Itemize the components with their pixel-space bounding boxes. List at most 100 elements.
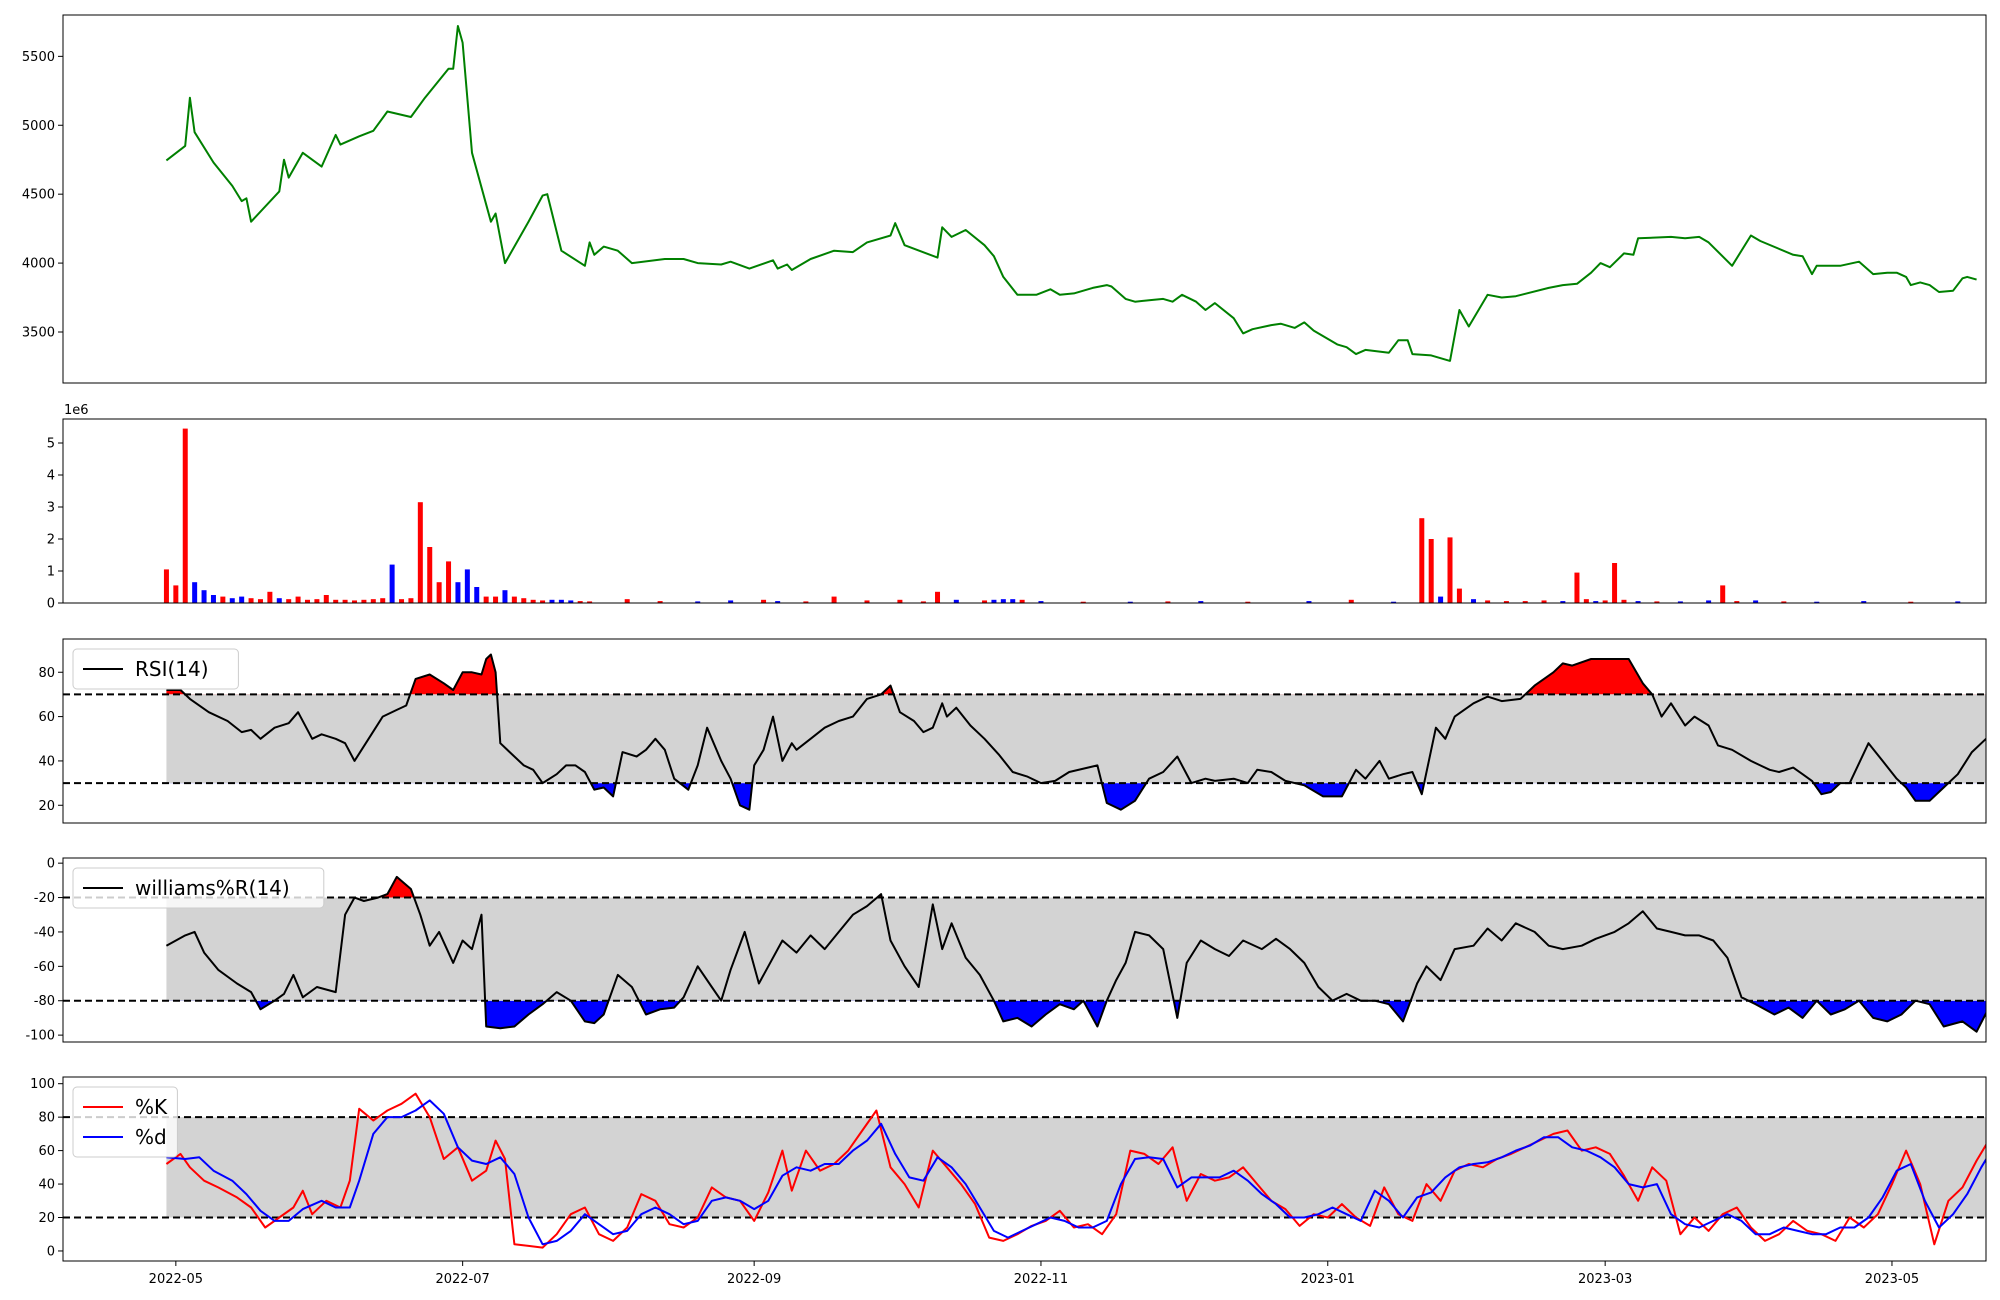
volume-bar bbox=[568, 600, 574, 603]
volume-bar bbox=[192, 582, 198, 603]
volume-bar bbox=[210, 595, 216, 603]
volume-bar bbox=[1503, 601, 1509, 603]
volume-bar bbox=[1734, 601, 1740, 603]
volume-bar bbox=[1391, 601, 1397, 603]
y-tick-label: 40 bbox=[38, 754, 55, 769]
date-x-axis: 2022-05 2022-07 2022-09 2022-11 2023-01 2023-… bbox=[149, 1261, 1919, 1287]
williams-line bbox=[165, 875, 1986, 1033]
volume-bar bbox=[1720, 585, 1726, 603]
volume-bar bbox=[304, 599, 310, 603]
volume-bar bbox=[427, 547, 433, 603]
y-tick-label: 4000 bbox=[22, 257, 55, 272]
volume-bar bbox=[1955, 601, 1961, 603]
volume-bar bbox=[624, 599, 630, 603]
volume-bar bbox=[1019, 599, 1025, 603]
volume-bar bbox=[163, 569, 169, 603]
williams-legend: williams%R(14) bbox=[72, 867, 325, 909]
volume-bar bbox=[1080, 601, 1086, 603]
y-tick-label: -100 bbox=[25, 1029, 55, 1044]
volume-bar bbox=[342, 599, 348, 603]
volume-bar bbox=[935, 591, 941, 603]
volume-bar bbox=[1706, 600, 1712, 603]
volume-bar bbox=[1038, 601, 1044, 603]
x-tick-label: 2023-01 bbox=[1301, 1272, 1355, 1287]
legend-label: %K bbox=[135, 1095, 168, 1119]
volume-bar bbox=[728, 600, 734, 603]
volume-bar bbox=[657, 601, 663, 603]
volume-bar bbox=[173, 585, 179, 603]
volume-bar bbox=[1306, 601, 1312, 603]
legend-label: williams%R(14) bbox=[135, 876, 290, 900]
volume-bar bbox=[897, 599, 903, 603]
volume-bar bbox=[1654, 601, 1660, 603]
volume-bar bbox=[257, 599, 263, 603]
volume-bar bbox=[1635, 601, 1641, 603]
volume-bar bbox=[286, 599, 292, 603]
volume-bar bbox=[248, 598, 254, 603]
volume-bar bbox=[493, 596, 499, 603]
volume-bar bbox=[464, 569, 470, 603]
price-axes-frame bbox=[62, 14, 1987, 384]
price-plot-area bbox=[165, 25, 1977, 362]
neutral-band bbox=[166, 694, 1986, 784]
volume-bar bbox=[775, 601, 781, 603]
volume-bar bbox=[1621, 599, 1627, 603]
stochastic-legend: %K %d bbox=[72, 1086, 178, 1158]
volume-bar bbox=[695, 601, 701, 603]
rsi-y-axis: 20 40 60 80 bbox=[38, 666, 63, 814]
volume-bar bbox=[474, 587, 480, 603]
volume-bar bbox=[361, 599, 367, 603]
legend-label: RSI(14) bbox=[135, 657, 209, 681]
volume-bar bbox=[201, 590, 207, 603]
volume-bar bbox=[436, 582, 442, 603]
rsi-panel: 20 40 60 80 RSI(14) bbox=[38, 638, 1987, 824]
volume-bar bbox=[455, 582, 461, 603]
volume-scale-label: 1e6 bbox=[64, 403, 89, 418]
legend-box bbox=[72, 867, 325, 909]
volume-bar bbox=[1428, 539, 1434, 603]
volume-bar bbox=[1560, 601, 1566, 603]
volume-bar bbox=[370, 599, 376, 603]
volume-bar bbox=[1165, 601, 1171, 603]
volume-bar bbox=[1447, 537, 1453, 603]
neutral-band bbox=[166, 897, 1986, 1001]
volume-bar bbox=[991, 599, 997, 603]
y-tick-label: 0 bbox=[47, 597, 55, 612]
y-tick-label: 2 bbox=[47, 533, 55, 548]
volume-bar bbox=[831, 596, 837, 603]
volume-bar bbox=[399, 599, 405, 603]
williams-plot-area bbox=[63, 875, 1986, 1033]
volume-bar bbox=[953, 599, 959, 603]
rsi-plot-area bbox=[63, 653, 1986, 811]
y-tick-label: -40 bbox=[34, 925, 55, 940]
volume-bar bbox=[267, 591, 273, 603]
y-tick-label: 3500 bbox=[22, 326, 55, 341]
price-panel: 3500 4000 4500 5000 5500 bbox=[22, 14, 1987, 384]
volume-bar bbox=[323, 595, 329, 603]
volume-bar bbox=[333, 599, 339, 603]
y-tick-label: 40 bbox=[38, 1178, 55, 1193]
volume-bar bbox=[1574, 572, 1580, 603]
volume-panel: 0 1 2 3 4 5 1e6 bbox=[47, 403, 1987, 612]
x-tick-label: 2023-03 bbox=[1578, 1272, 1632, 1287]
y-tick-label: 20 bbox=[38, 1211, 55, 1226]
williams-panel: -100 -80 -60 -40 -20 0 williams%R(14) bbox=[25, 857, 1987, 1044]
y-tick-label: 60 bbox=[38, 1144, 55, 1159]
x-tick-label: 2022-11 bbox=[1014, 1272, 1068, 1287]
volume-bar bbox=[229, 598, 235, 603]
volume-y-axis: 0 1 2 3 4 5 bbox=[47, 437, 63, 612]
volume-bar bbox=[577, 601, 583, 603]
volume-bar bbox=[549, 599, 555, 603]
y-tick-label: 80 bbox=[38, 666, 55, 681]
rsi-line bbox=[166, 653, 1986, 811]
volume-bar bbox=[1000, 599, 1006, 603]
volume-bar bbox=[417, 502, 423, 603]
volume-bar bbox=[1485, 600, 1491, 603]
volume-bar bbox=[1198, 601, 1204, 603]
volume-bar bbox=[1522, 601, 1528, 603]
volume-bar bbox=[1245, 601, 1251, 603]
y-tick-label: 100 bbox=[30, 1077, 55, 1092]
price-y-axis: 3500 4000 4500 5000 5500 bbox=[22, 50, 63, 341]
volume-bar bbox=[1438, 596, 1444, 603]
